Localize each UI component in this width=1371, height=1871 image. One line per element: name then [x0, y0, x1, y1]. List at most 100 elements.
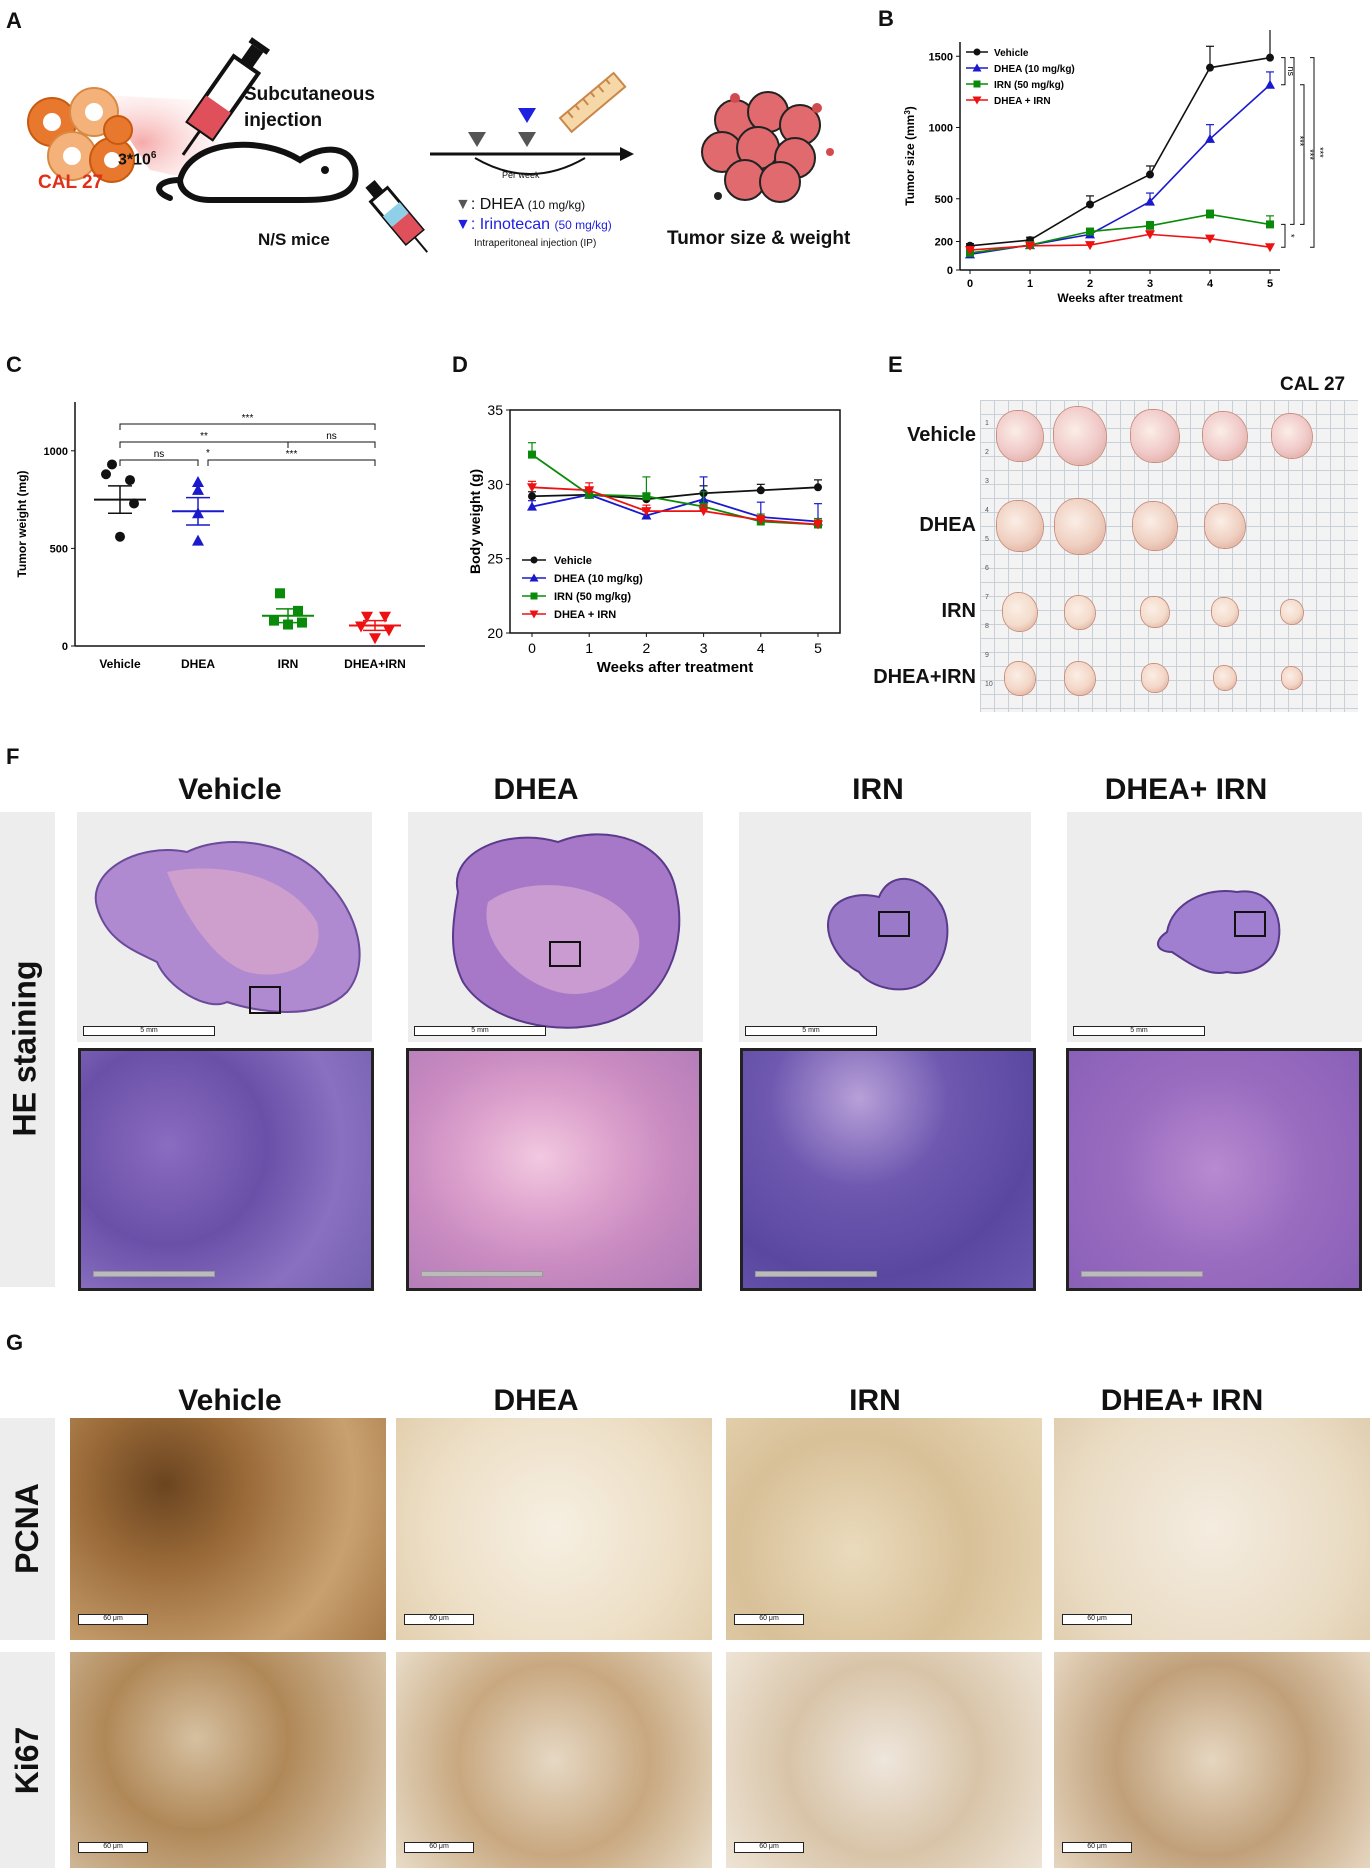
- legend-label: IRN (50 mg/kg): [994, 80, 1064, 91]
- x-tick-label: 2: [643, 640, 651, 656]
- data-point: [269, 615, 279, 626]
- tumor-photo: 1 2 3 4 5 6 7 8 9 10: [980, 400, 1358, 712]
- ihc-image-pcna-0: 60 μm: [70, 1418, 386, 1640]
- y-axis-label: Tumor weight (mg): [15, 470, 29, 577]
- legend-marker: [972, 96, 982, 105]
- category-label: Vehicle: [99, 657, 141, 671]
- data-point: [528, 492, 536, 501]
- data-point: [814, 483, 822, 492]
- data-point: [1086, 200, 1094, 209]
- roi-box: [249, 986, 281, 1014]
- y-axis-label: Tumor size (mm3): [903, 106, 918, 206]
- tumor-specimen: [1065, 595, 1095, 629]
- legend-irinotecan: ▼: Irinotecan (50 mg/kg): [455, 216, 612, 233]
- series-line: [531, 486, 819, 501]
- x-tick-label: 3: [1147, 278, 1153, 290]
- bracket-dhea-irn: [1300, 84, 1305, 225]
- data-point: [293, 605, 303, 616]
- e-row-label: DHEA+IRN: [873, 666, 976, 688]
- data-point: [527, 501, 537, 511]
- ihc-image-ki67-0: 60 μm: [70, 1652, 386, 1868]
- legend-marker: [530, 592, 538, 600]
- irn-marker-icon: ▼: [455, 216, 471, 233]
- f-col-title-irn: IRN: [852, 773, 904, 806]
- plot-frame: [509, 409, 841, 634]
- bracket-vehicle-dhea: [1281, 57, 1286, 86]
- f-col-title-vehicle: Vehicle: [178, 773, 282, 806]
- tumor-specimen: [1282, 667, 1302, 689]
- data-point: [1146, 221, 1154, 230]
- scale-bar: 5 mm: [83, 1026, 215, 1036]
- ruler-icon: [558, 71, 627, 134]
- data-point: [361, 611, 373, 623]
- he-side-tab: [0, 812, 55, 1287]
- x-tick-label: 4: [1207, 278, 1214, 290]
- significance-label: ***: [1315, 147, 1325, 158]
- legend-marker: [530, 556, 538, 564]
- data-point: [642, 492, 651, 501]
- tumor-specimen: [1214, 665, 1236, 691]
- g-col-title-vehicle: Vehicle: [178, 1384, 282, 1417]
- panel-letter-e: E: [888, 352, 903, 377]
- e-cell-line-label: CAL 27: [1280, 374, 1346, 395]
- y-tick-label: 20: [487, 625, 503, 641]
- tumor-weight-chart: 0 500 1000 Tumor weight (mg) Vehicle DHEA IRN D…: [15, 402, 425, 671]
- data-point: [756, 486, 765, 495]
- tumor-specimen: [997, 410, 1043, 462]
- data-point: [528, 450, 536, 459]
- data-point: [1265, 79, 1275, 89]
- he-row-label: HE staining: [6, 960, 43, 1137]
- g-col-title-dhea-irn: DHEA+ IRN: [1100, 1384, 1264, 1417]
- data-point: [369, 633, 381, 645]
- roi-box: [878, 911, 910, 937]
- ihc-image-pcna-1: 60 μm: [396, 1418, 712, 1640]
- x-tick-label: 2: [1087, 278, 1093, 290]
- ruler-tick-label: 3: [985, 478, 989, 485]
- category-label: DHEA: [181, 657, 215, 671]
- series-line: [531, 486, 819, 526]
- data-point: [1145, 196, 1155, 206]
- ki67-side-tab: [0, 1652, 55, 1868]
- legend-label: DHEA (10 mg/kg): [554, 573, 643, 585]
- tumor-size-chart: 0 200 500 1000 1500 0 1 2 3 4 5 Weeks after treatme…: [903, 30, 1325, 305]
- outcome-label: Tumor size & weight: [667, 228, 851, 249]
- per-week-label: Per week: [502, 170, 540, 180]
- x-tick-label: 1: [1027, 278, 1033, 290]
- data-point: [584, 486, 595, 496]
- roi-box: [1234, 911, 1266, 937]
- injection-label-line2: injection: [244, 110, 323, 131]
- tumor-specimen: [1142, 663, 1168, 693]
- data-point: [192, 476, 204, 488]
- he-overview-vehicle: 5 mm: [77, 812, 372, 1042]
- he-overview-dhea-irn: 5 mm: [1067, 812, 1362, 1042]
- category-label: IRN: [278, 657, 299, 671]
- group-2: IRN: [262, 588, 314, 671]
- ruler-tick-label: 8: [985, 623, 989, 630]
- data-point: [1025, 241, 1035, 251]
- scale-bar: 5 mm: [745, 1026, 877, 1036]
- data-point: [129, 498, 139, 509]
- x-tick-label: 5: [814, 640, 822, 656]
- schematic-diagram: [27, 37, 834, 253]
- syringe-icon: [181, 37, 270, 156]
- group-0: Vehicle: [94, 459, 146, 671]
- scale-bar: 60 μm: [404, 1842, 474, 1853]
- x-tick-label: 5: [1267, 278, 1273, 290]
- ruler-tick-label: 1: [985, 420, 989, 427]
- x-tick-label: 4: [757, 640, 765, 656]
- dhea-marker-icon: ▼: [455, 196, 471, 213]
- scale-bar: 5 mm: [414, 1026, 546, 1036]
- legend-marker: [973, 80, 981, 88]
- x-axis-label: Weeks after treatment: [597, 659, 753, 676]
- significance-label: ns: [154, 449, 165, 460]
- legend-label: Vehicle: [554, 555, 592, 567]
- ruler-tick-label: 5: [985, 536, 989, 543]
- legend-label: DHEA (10 mg/kg): [994, 64, 1075, 75]
- mice-label: N/S mice: [258, 230, 330, 249]
- bracket-irn-combo: [1281, 223, 1286, 248]
- tumor-specimen: [1203, 411, 1247, 461]
- tumor-icon: [701, 91, 834, 203]
- cell-count-label: 3*106: [118, 150, 157, 169]
- e-row-label: DHEA: [919, 514, 976, 536]
- y-tick-label: 25: [487, 551, 503, 567]
